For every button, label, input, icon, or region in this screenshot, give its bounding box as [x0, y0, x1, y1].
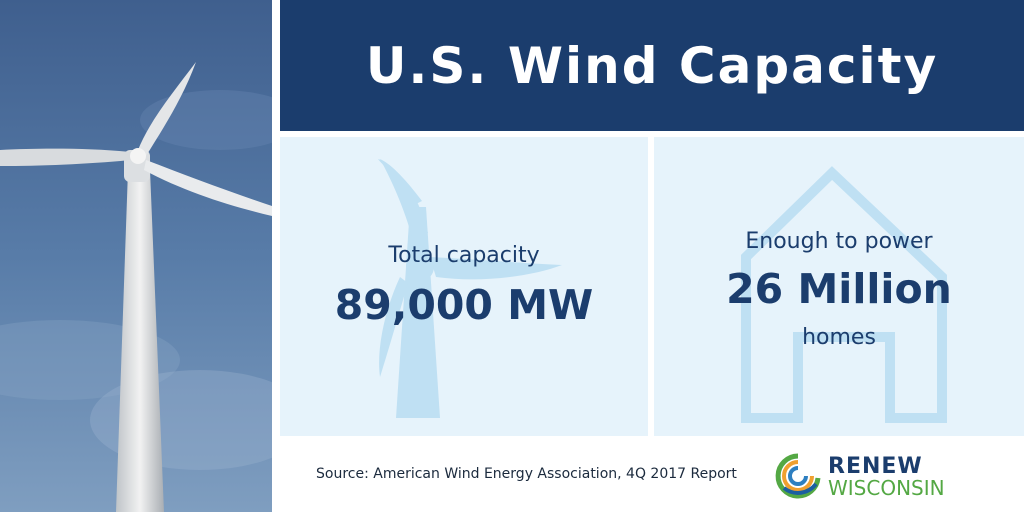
total-capacity-label: Total capacity: [388, 243, 540, 268]
homes-label-bottom: homes: [802, 325, 876, 350]
title-banner: U.S. Wind Capacity: [280, 0, 1024, 131]
logo-text-renew: RENEW: [828, 454, 923, 479]
wind-turbine-icon: [378, 159, 562, 418]
house-icon: [741, 166, 947, 423]
swirl-logo-icon: [775, 453, 821, 499]
renew-wisconsin-logo: RENEW WISCONSIN: [774, 452, 974, 500]
total-capacity-value: 89,000 MW: [334, 281, 594, 329]
logo-text-wisconsin: WISCONSIN: [828, 476, 945, 500]
homes-powered-panel: Enough to power 26 Million homes: [654, 137, 1024, 436]
homes-powered-value: 26 Million: [726, 265, 952, 313]
wind-turbine-photo: [0, 0, 272, 512]
page-title: U.S. Wind Capacity: [365, 36, 939, 95]
homes-label-top: Enough to power: [745, 229, 933, 254]
total-capacity-panel: Total capacity 89,000 MW: [280, 137, 648, 436]
source-citation: Source: American Wind Energy Association…: [316, 466, 737, 482]
